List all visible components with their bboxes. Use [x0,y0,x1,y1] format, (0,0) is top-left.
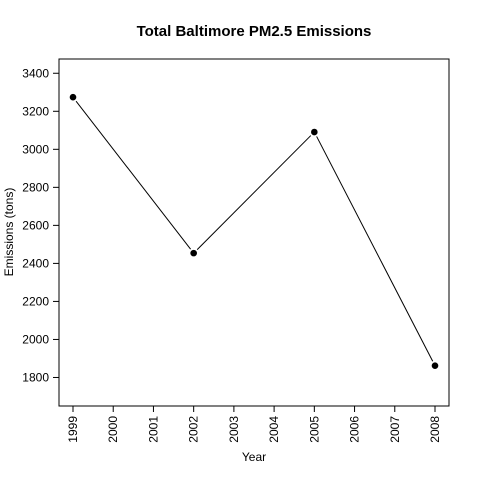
x-tick-label: 2000 [106,416,120,443]
x-tick-label: 2007 [388,416,402,443]
x-tick-label: 2004 [267,416,281,443]
data-point [431,362,439,369]
y-tick-label: 1800 [22,370,49,384]
y-axis-label: Emissions (tons) [2,188,16,277]
series-line-segment [196,135,312,250]
x-tick-label: 2001 [146,416,160,443]
y-tick-label: 3000 [22,142,49,156]
series-layer [69,93,439,369]
series-line-segment [316,136,434,362]
x-tick-label: 2003 [227,416,241,443]
y-tick-label: 2400 [22,256,49,270]
chart-title: Total Baltimore PM2.5 Emissions [137,23,372,40]
series-line-segment [75,100,192,250]
x-tick-label: 2008 [428,416,442,443]
plot-frame [58,58,450,407]
data-point [190,249,197,257]
y-tick-label: 2200 [22,294,49,308]
x-axis-label: Year [242,450,266,464]
x-tick-label: 1999 [66,416,80,443]
x-axis: 1999 2000 2001 2002 2003 2004 2005 2006 2007 2008 [66,405,442,443]
x-tick-label: 2002 [187,416,201,443]
data-point [311,128,318,136]
x-tick-label: 2005 [307,416,321,443]
y-tick-label: 2800 [22,180,49,194]
y-tick-label: 3400 [22,66,49,80]
y-tick-label: 3200 [22,104,49,118]
y-tick-label: 2600 [22,218,49,232]
y-axis: 1800 2000 2200 2400 2600 2800 3000 3200 3400 [22,66,59,384]
data-point [69,93,77,101]
y-tick-label: 2000 [22,332,49,346]
x-tick-label: 2006 [348,416,362,443]
